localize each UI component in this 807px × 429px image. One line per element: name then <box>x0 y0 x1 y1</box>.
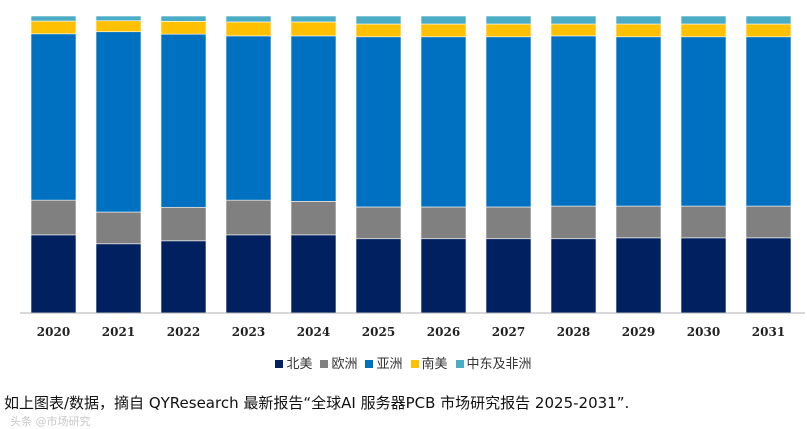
bar-2020-series-4 <box>30 15 77 22</box>
x-tick-2026: 2026 <box>427 325 460 339</box>
x-tick-2029: 2029 <box>622 325 655 339</box>
bar-2022-series-2 <box>160 33 207 208</box>
bar-2031-series-0 <box>745 237 792 314</box>
bar-2024-series-2 <box>290 35 337 202</box>
bar-2021-series-1 <box>95 211 142 245</box>
bar-2030-series-4 <box>680 15 727 25</box>
bar-2020-series-2 <box>30 33 77 201</box>
bar-2029-series-4 <box>615 15 662 25</box>
legend-swatch <box>275 360 284 368</box>
bar-2031-series-1 <box>745 205 792 239</box>
legend-label: 亚洲 <box>376 357 403 372</box>
bar-2028-series-1 <box>550 205 597 240</box>
bar-2021-series-2 <box>95 31 142 213</box>
x-tick-2024: 2024 <box>297 325 330 339</box>
x-tick-2027: 2027 <box>492 325 525 339</box>
bar-2025-series-4 <box>355 15 402 25</box>
bar-2028-series-2 <box>550 35 597 207</box>
caption: 如上图表/数据，摘自 QYResearch 最新报告“全球AI 服务器PCB 市… <box>4 394 630 412</box>
bar-2025-series-3 <box>355 23 402 38</box>
legend-item-4: 中东及非洲 <box>455 353 532 372</box>
bar-2022-series-1 <box>160 206 207 242</box>
bar-2029-series-2 <box>615 36 662 207</box>
legend-item-0: 北美 <box>275 353 312 372</box>
bar-2025-series-1 <box>355 206 402 240</box>
bar-2020-series-0 <box>30 234 77 314</box>
bar-2028-series-3 <box>550 23 597 37</box>
bar-2030-series-0 <box>680 237 727 314</box>
bar-2025-series-2 <box>355 36 402 208</box>
x-tick-labels: 2020 2021 2022 2023 2024 2025 2026 2027 2028 2029… <box>37 325 785 339</box>
x-tick-2028: 2028 <box>557 325 590 339</box>
bar-2029-series-3 <box>615 23 662 38</box>
legend-swatch <box>455 360 464 368</box>
bar-2026-series-2 <box>420 36 467 208</box>
legend-item-2: 亚洲 <box>365 353 403 372</box>
bar-2027-series-4 <box>485 15 532 25</box>
legend-swatch <box>365 360 374 368</box>
legend-label: 欧洲 <box>331 357 358 372</box>
x-tick-2023: 2023 <box>232 325 265 339</box>
bar-2027-series-3 <box>485 23 532 38</box>
bar-2020-series-1 <box>30 199 77 236</box>
bar-2023-series-2 <box>225 35 272 201</box>
bar-2020-series-3 <box>30 20 77 35</box>
bar-2021-series-3 <box>95 20 142 33</box>
watermark: 头条 @市场研究 <box>10 415 91 428</box>
bar-2031-series-3 <box>745 23 792 38</box>
bar-2023-series-4 <box>225 15 272 23</box>
bar-2028-series-0 <box>550 238 597 314</box>
legend-item-3: 南美 <box>410 353 448 372</box>
bar-2024-series-4 <box>290 15 337 23</box>
bar-2026-series-1 <box>420 206 467 240</box>
x-tick-2030: 2030 <box>687 325 720 339</box>
bar-2028-series-4 <box>550 15 597 25</box>
legend-item-1: 欧洲 <box>320 353 357 372</box>
legend: 北美 欧洲 亚洲 南美 中东及非洲 <box>0 353 807 372</box>
legend-label: 南美 <box>421 357 448 372</box>
legend-swatch <box>320 360 329 368</box>
x-tick-2021: 2021 <box>102 325 135 339</box>
bar-2026-series-3 <box>420 23 467 38</box>
x-tick-2022: 2022 <box>167 325 200 339</box>
bar-2029-series-0 <box>615 237 662 314</box>
bar-2026-series-0 <box>420 238 467 314</box>
bar-2021-series-4 <box>95 15 142 22</box>
bar-2025-series-0 <box>355 238 402 314</box>
bar-2024-series-0 <box>290 234 337 314</box>
x-tick-2025: 2025 <box>362 325 395 339</box>
bar-2030-series-2 <box>680 36 727 207</box>
bar-2024-series-1 <box>290 201 337 236</box>
bar-2023-series-1 <box>225 199 272 236</box>
bar-2031-series-2 <box>745 36 792 207</box>
bar-2022-series-3 <box>160 21 207 35</box>
bar-2021-series-0 <box>95 243 142 314</box>
x-tick-2031: 2031 <box>752 325 785 339</box>
x-tick-2020: 2020 <box>37 325 70 339</box>
bar-2026-series-4 <box>420 15 467 25</box>
legend-label: 中东及非洲 <box>466 357 532 372</box>
bar-2022-series-4 <box>160 15 207 22</box>
bar-2027-series-1 <box>485 206 532 240</box>
bar-2024-series-3 <box>290 21 337 37</box>
bar-2030-series-1 <box>680 205 727 239</box>
legend-swatch <box>410 360 419 368</box>
bar-2023-series-3 <box>225 21 272 37</box>
bar-2030-series-3 <box>680 23 727 38</box>
bar-2031-series-4 <box>745 15 792 25</box>
bars-group <box>30 15 792 314</box>
bar-2029-series-1 <box>615 205 662 239</box>
legend-label: 北美 <box>286 357 313 372</box>
stacked-bar-chart: 2020 2021 2022 2023 2024 2025 2026 2027 2028 2029… <box>20 15 805 339</box>
bar-2023-series-0 <box>225 234 272 314</box>
bar-2027-series-2 <box>485 36 532 208</box>
bar-2027-series-0 <box>485 238 532 314</box>
bar-2022-series-0 <box>160 240 207 314</box>
